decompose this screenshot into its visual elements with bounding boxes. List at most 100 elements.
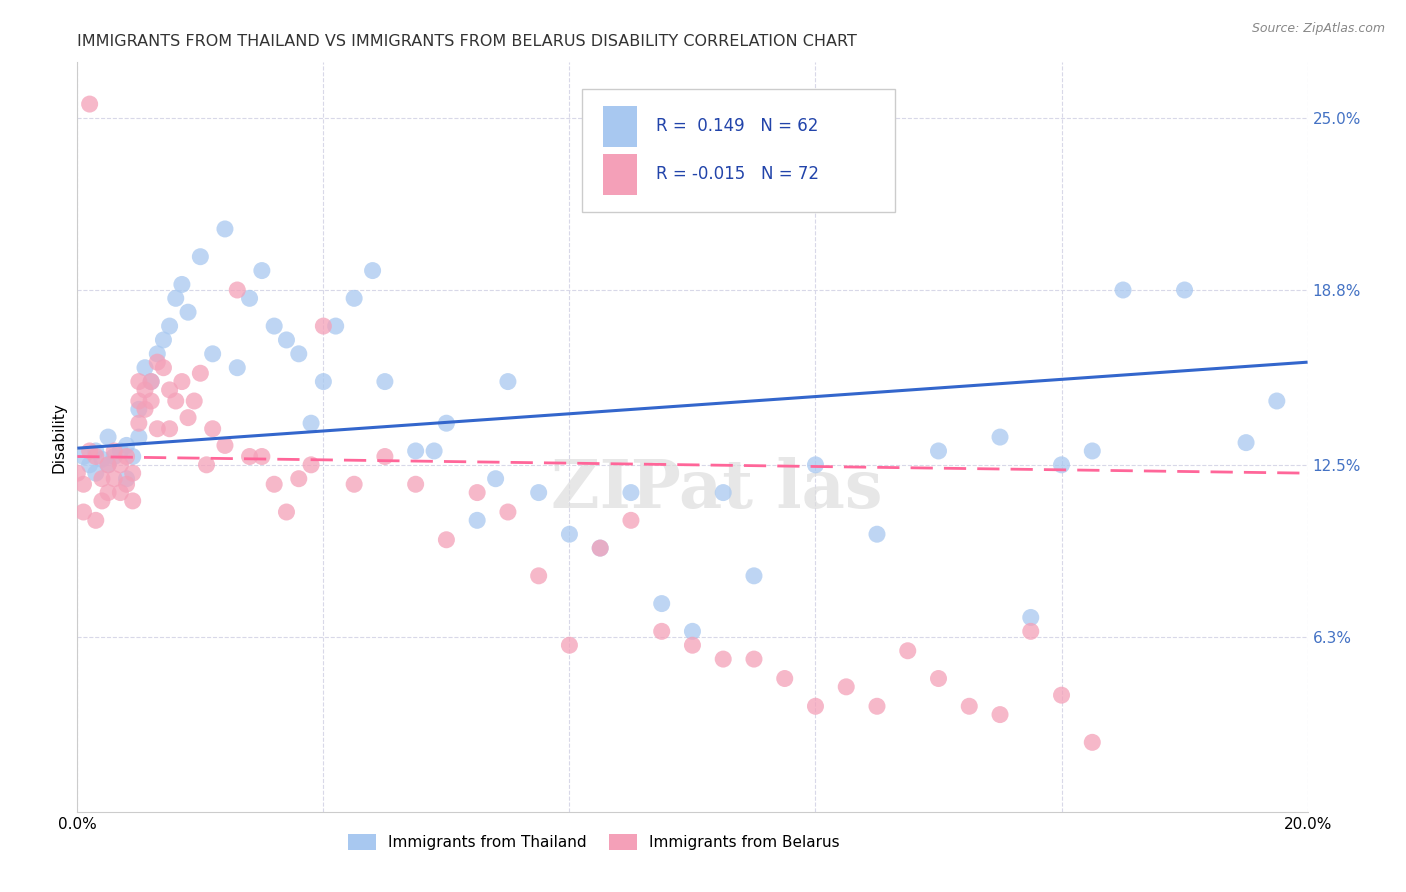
Point [1174, 283, 1197, 297]
Point [299, 416, 322, 430]
FancyBboxPatch shape [603, 106, 637, 147]
Point [170, 375, 193, 389]
Point [527, 485, 550, 500]
Point [90, 494, 114, 508]
Point [988, 707, 1011, 722]
Point [146, 422, 169, 436]
Point [288, 472, 311, 486]
Point [183, 394, 205, 409]
Point [804, 699, 827, 714]
Point [928, 672, 950, 686]
Point [165, 291, 187, 305]
Point [97, 458, 120, 472]
Point [312, 319, 335, 334]
Point [84, 444, 107, 458]
Point [276, 333, 298, 347]
Point [90, 452, 114, 467]
Point [343, 291, 366, 305]
Point [79, 444, 101, 458]
Point [72, 450, 94, 464]
Point [1234, 435, 1257, 450]
Point [239, 291, 262, 305]
Point [110, 485, 132, 500]
Point [115, 450, 138, 464]
Point [152, 360, 174, 375]
Point [423, 444, 446, 458]
Point [177, 410, 200, 425]
Point [134, 360, 156, 375]
Point [177, 305, 200, 319]
Point [110, 458, 132, 472]
Point [165, 394, 187, 409]
Point [1019, 610, 1042, 624]
Point [103, 450, 125, 464]
Point [465, 513, 488, 527]
Point [170, 277, 193, 292]
FancyBboxPatch shape [603, 153, 637, 195]
Point [110, 444, 132, 458]
Point [72, 477, 94, 491]
Point [866, 527, 889, 541]
Point [1050, 688, 1073, 702]
Point [263, 319, 285, 334]
Point [121, 466, 143, 480]
Point [90, 472, 114, 486]
Point [742, 569, 765, 583]
Point [214, 438, 236, 452]
Point [866, 699, 889, 714]
Point [250, 450, 273, 464]
Point [79, 458, 101, 472]
Point [128, 416, 150, 430]
Point [84, 450, 107, 464]
Point [496, 505, 519, 519]
Point [651, 597, 673, 611]
Point [152, 333, 174, 347]
Legend: Immigrants from Thailand, Immigrants from Belarus: Immigrants from Thailand, Immigrants fro… [342, 829, 846, 856]
Point [103, 472, 125, 486]
Point [711, 485, 734, 500]
Point [115, 472, 138, 486]
Point [141, 375, 163, 389]
Point [128, 375, 150, 389]
Point [485, 472, 508, 486]
Point [121, 450, 143, 464]
Point [146, 355, 169, 369]
Point [651, 624, 673, 639]
Text: IMMIGRANTS FROM THAILAND VS IMMIGRANTS FROM BELARUS DISABILITY CORRELATION CHART: IMMIGRANTS FROM THAILAND VS IMMIGRANTS F… [77, 34, 858, 49]
Point [115, 438, 138, 452]
Point [835, 680, 858, 694]
Point [288, 347, 311, 361]
Point [928, 444, 950, 458]
Point [312, 375, 335, 389]
Point [201, 347, 224, 361]
Point [159, 383, 181, 397]
Point [97, 430, 120, 444]
Point [620, 513, 643, 527]
Point [214, 222, 236, 236]
Point [128, 402, 150, 417]
Point [742, 652, 765, 666]
Point [121, 494, 143, 508]
Text: R = -0.015   N = 72: R = -0.015 N = 72 [655, 165, 818, 183]
Point [405, 477, 427, 491]
Point [128, 394, 150, 409]
Point [804, 458, 827, 472]
Point [159, 422, 181, 436]
Point [115, 477, 138, 491]
Point [496, 375, 519, 389]
Point [465, 485, 488, 500]
Point [134, 402, 156, 417]
Point [711, 652, 734, 666]
Point [988, 430, 1011, 444]
Point [195, 458, 218, 472]
FancyBboxPatch shape [582, 88, 896, 212]
Point [134, 383, 156, 397]
Point [263, 477, 285, 491]
Point [84, 513, 107, 527]
Point [1081, 444, 1104, 458]
Point [1050, 458, 1073, 472]
Point [1019, 624, 1042, 639]
Point [374, 450, 396, 464]
Point [299, 458, 322, 472]
Point [527, 569, 550, 583]
